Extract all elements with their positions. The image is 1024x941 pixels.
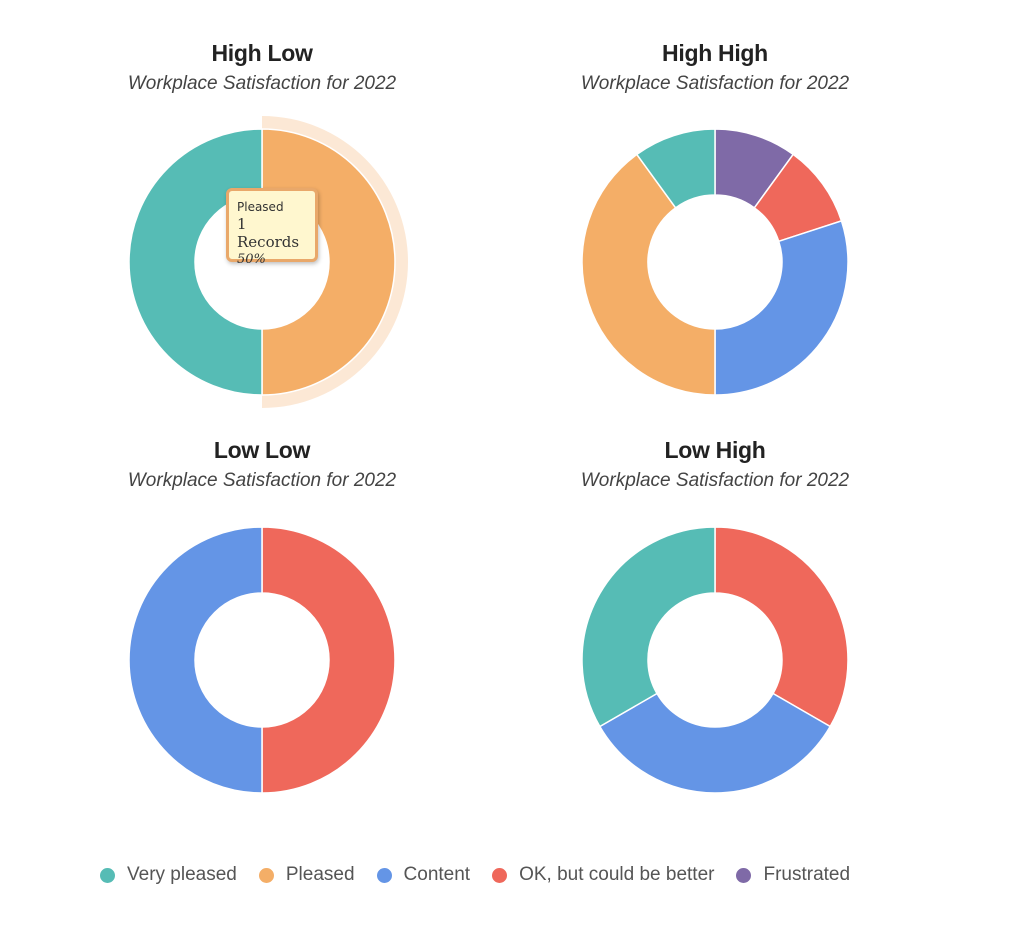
chart-tooltip: Pleased 1 Records 50%	[226, 188, 318, 267]
donut-slice-ok-but-could-be-better[interactable]	[261, 526, 396, 794]
chart-subtitle: Workplace Satisfaction for 2022	[580, 73, 850, 94]
legend-label: Pleased	[285, 864, 355, 885]
chart-panel-low-low: Low Low Workplace Satisfaction for 2022	[52, 435, 472, 494]
donut-slice-content[interactable]	[714, 219, 849, 396]
chart-subtitle: Workplace Satisfaction for 2022	[580, 470, 850, 491]
legend-label: Very pleased	[127, 864, 237, 885]
legend-label: Frustrated	[763, 864, 851, 885]
legend-item-very-pleased[interactable]: Very pleased	[100, 864, 237, 886]
tooltip-count: 1 Records	[237, 215, 300, 251]
chart-panel-high-high: High High Workplace Satisfaction for 202…	[505, 38, 925, 97]
legend-label: Content	[403, 864, 471, 885]
chart-panel-high-low: High Low Workplace Satisfaction for 2022	[52, 38, 472, 97]
chart-title: Low Low	[213, 437, 311, 463]
legend-label: OK, but could be better	[519, 864, 715, 885]
legend-dot	[492, 867, 508, 883]
donut-slice-content[interactable]	[598, 692, 832, 794]
chart-legend: Very pleased Pleased Content OK, but cou…	[100, 862, 872, 888]
legend-dot	[376, 867, 392, 883]
tooltip-percent: 50%	[237, 252, 266, 267]
chart-subtitle: Workplace Satisfaction for 2022	[127, 73, 397, 94]
legend-item-ok-but-could-be-better[interactable]: OK, but could be better	[492, 864, 714, 886]
donut-slice-very-pleased[interactable]	[635, 128, 716, 209]
chart-subtitle: Workplace Satisfaction for 2022	[127, 470, 397, 491]
chart-title: Low High	[664, 437, 766, 463]
chart-panel-low-high: Low High Workplace Satisfaction for 2022	[505, 435, 925, 494]
chart-title: High Low	[211, 40, 313, 66]
legend-dot	[100, 867, 115, 883]
donut-slice-ok-but-could-be-better[interactable]	[714, 526, 849, 728]
donut-slice-content[interactable]	[128, 526, 263, 794]
legend-dot	[736, 867, 752, 883]
tooltip-label: Pleased	[237, 200, 284, 214]
donut-slice-pleased[interactable]	[581, 153, 716, 396]
legend-item-frustrated[interactable]: Frustrated	[736, 864, 850, 886]
legend-item-content[interactable]: Content	[376, 864, 471, 886]
legend-item-pleased[interactable]: Pleased	[258, 864, 355, 886]
chart-title: High High	[662, 40, 768, 66]
legend-dot	[258, 867, 274, 883]
donut-slice-very-pleased[interactable]	[581, 526, 716, 728]
